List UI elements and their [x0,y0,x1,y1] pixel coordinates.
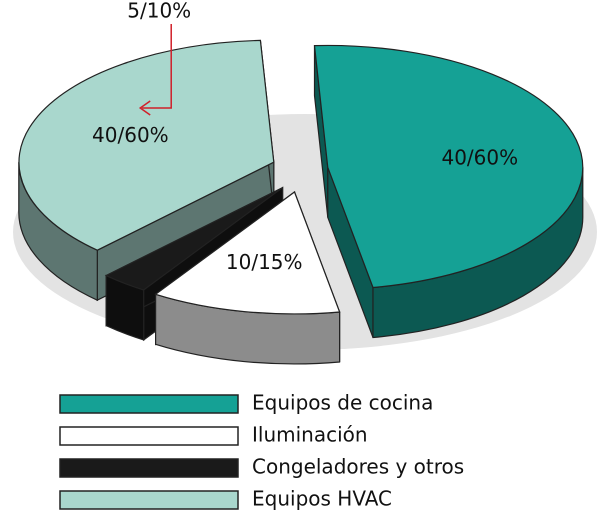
slice [313,44,584,289]
legend-swatch [59,394,239,414]
data-label: 40/60% [441,146,518,170]
legend-swatch [59,458,239,478]
data-label: 5/10% [127,0,191,23]
legend-label: Equipos HVAC [252,487,392,511]
data-label: 40/60% [92,123,169,147]
legend-swatch [59,426,239,446]
legend-label: Iluminación [252,423,368,447]
label-arrow [138,24,172,116]
legend-label: Congeladores y otros [252,455,464,479]
slice [104,187,283,291]
legend-label: Equipos de cocina [252,391,433,415]
slice [18,39,275,251]
data-label: 10/15% [226,250,303,274]
slice [154,191,341,315]
legend-swatch [59,490,239,510]
